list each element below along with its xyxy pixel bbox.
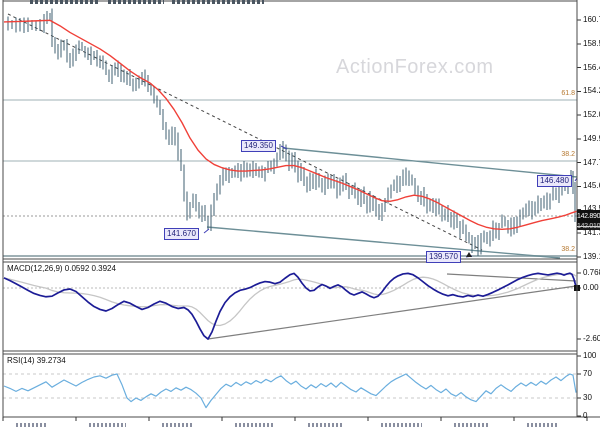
clipped-date-label xyxy=(308,423,342,427)
price-axis-label: 145.610 xyxy=(583,181,600,191)
fib-level-label: 38.2 xyxy=(561,246,575,253)
secondary-price-badge: 142.010 xyxy=(577,223,600,230)
clipped-date-label xyxy=(454,423,490,427)
fib-level-label: 61.8 xyxy=(561,90,575,97)
clipped-date-label xyxy=(162,423,194,427)
macd-indicator-label: MACD(12,26,9) 0.0592 0.3924 xyxy=(7,264,116,273)
rsi-axis-label: 70 xyxy=(583,369,592,378)
clipped-date-label xyxy=(381,423,422,427)
price-axis-label: 149.930 xyxy=(583,133,600,143)
clipped-date-label xyxy=(89,423,126,427)
current-price-badge: 142.890 xyxy=(577,210,600,223)
clipped-date-label xyxy=(527,423,558,427)
rsi-axis-label: 0 xyxy=(583,411,588,420)
price-annotation-box: 146.480 xyxy=(537,175,572,187)
clipped-header-text xyxy=(172,0,264,4)
macd-axis-label: 0.00 xyxy=(583,283,599,292)
price-axis-label: 152.090 xyxy=(583,110,600,120)
rsi-axis-label: 30 xyxy=(583,393,592,402)
macd-axis-label: -2.6069 xyxy=(583,333,600,343)
rsi-axis-label: 100 xyxy=(583,351,597,360)
price-axis-label: 143.510 xyxy=(583,204,600,214)
price-axis-label: 141.350 xyxy=(583,228,600,238)
fib-level-label: 38.2 xyxy=(561,151,575,158)
price-annotation-box: 139.570 xyxy=(426,251,461,263)
rsi-indicator-label: RSI(14) 39.2734 xyxy=(7,356,66,365)
macd-axis-label: 0.7687 xyxy=(583,268,600,277)
clipped-date-label xyxy=(235,423,274,427)
price-axis-label: 158.570 xyxy=(583,38,600,48)
clipped-header-text xyxy=(30,0,100,4)
price-axis-label: 156.410 xyxy=(583,62,600,72)
watermark: ActionForex.com xyxy=(336,56,494,78)
price-axis-label: 160.730 xyxy=(583,15,600,24)
price-annotation-box: 149.350 xyxy=(241,140,276,152)
price-annotation-box: 141.670 xyxy=(164,228,199,240)
clipped-date-label xyxy=(16,423,46,427)
price-axis-label: 147.770 xyxy=(583,157,600,167)
price-axis-label: 139.190 xyxy=(583,251,600,261)
clipped-header-text xyxy=(108,0,164,4)
price-axis-label: 154.250 xyxy=(583,86,600,96)
